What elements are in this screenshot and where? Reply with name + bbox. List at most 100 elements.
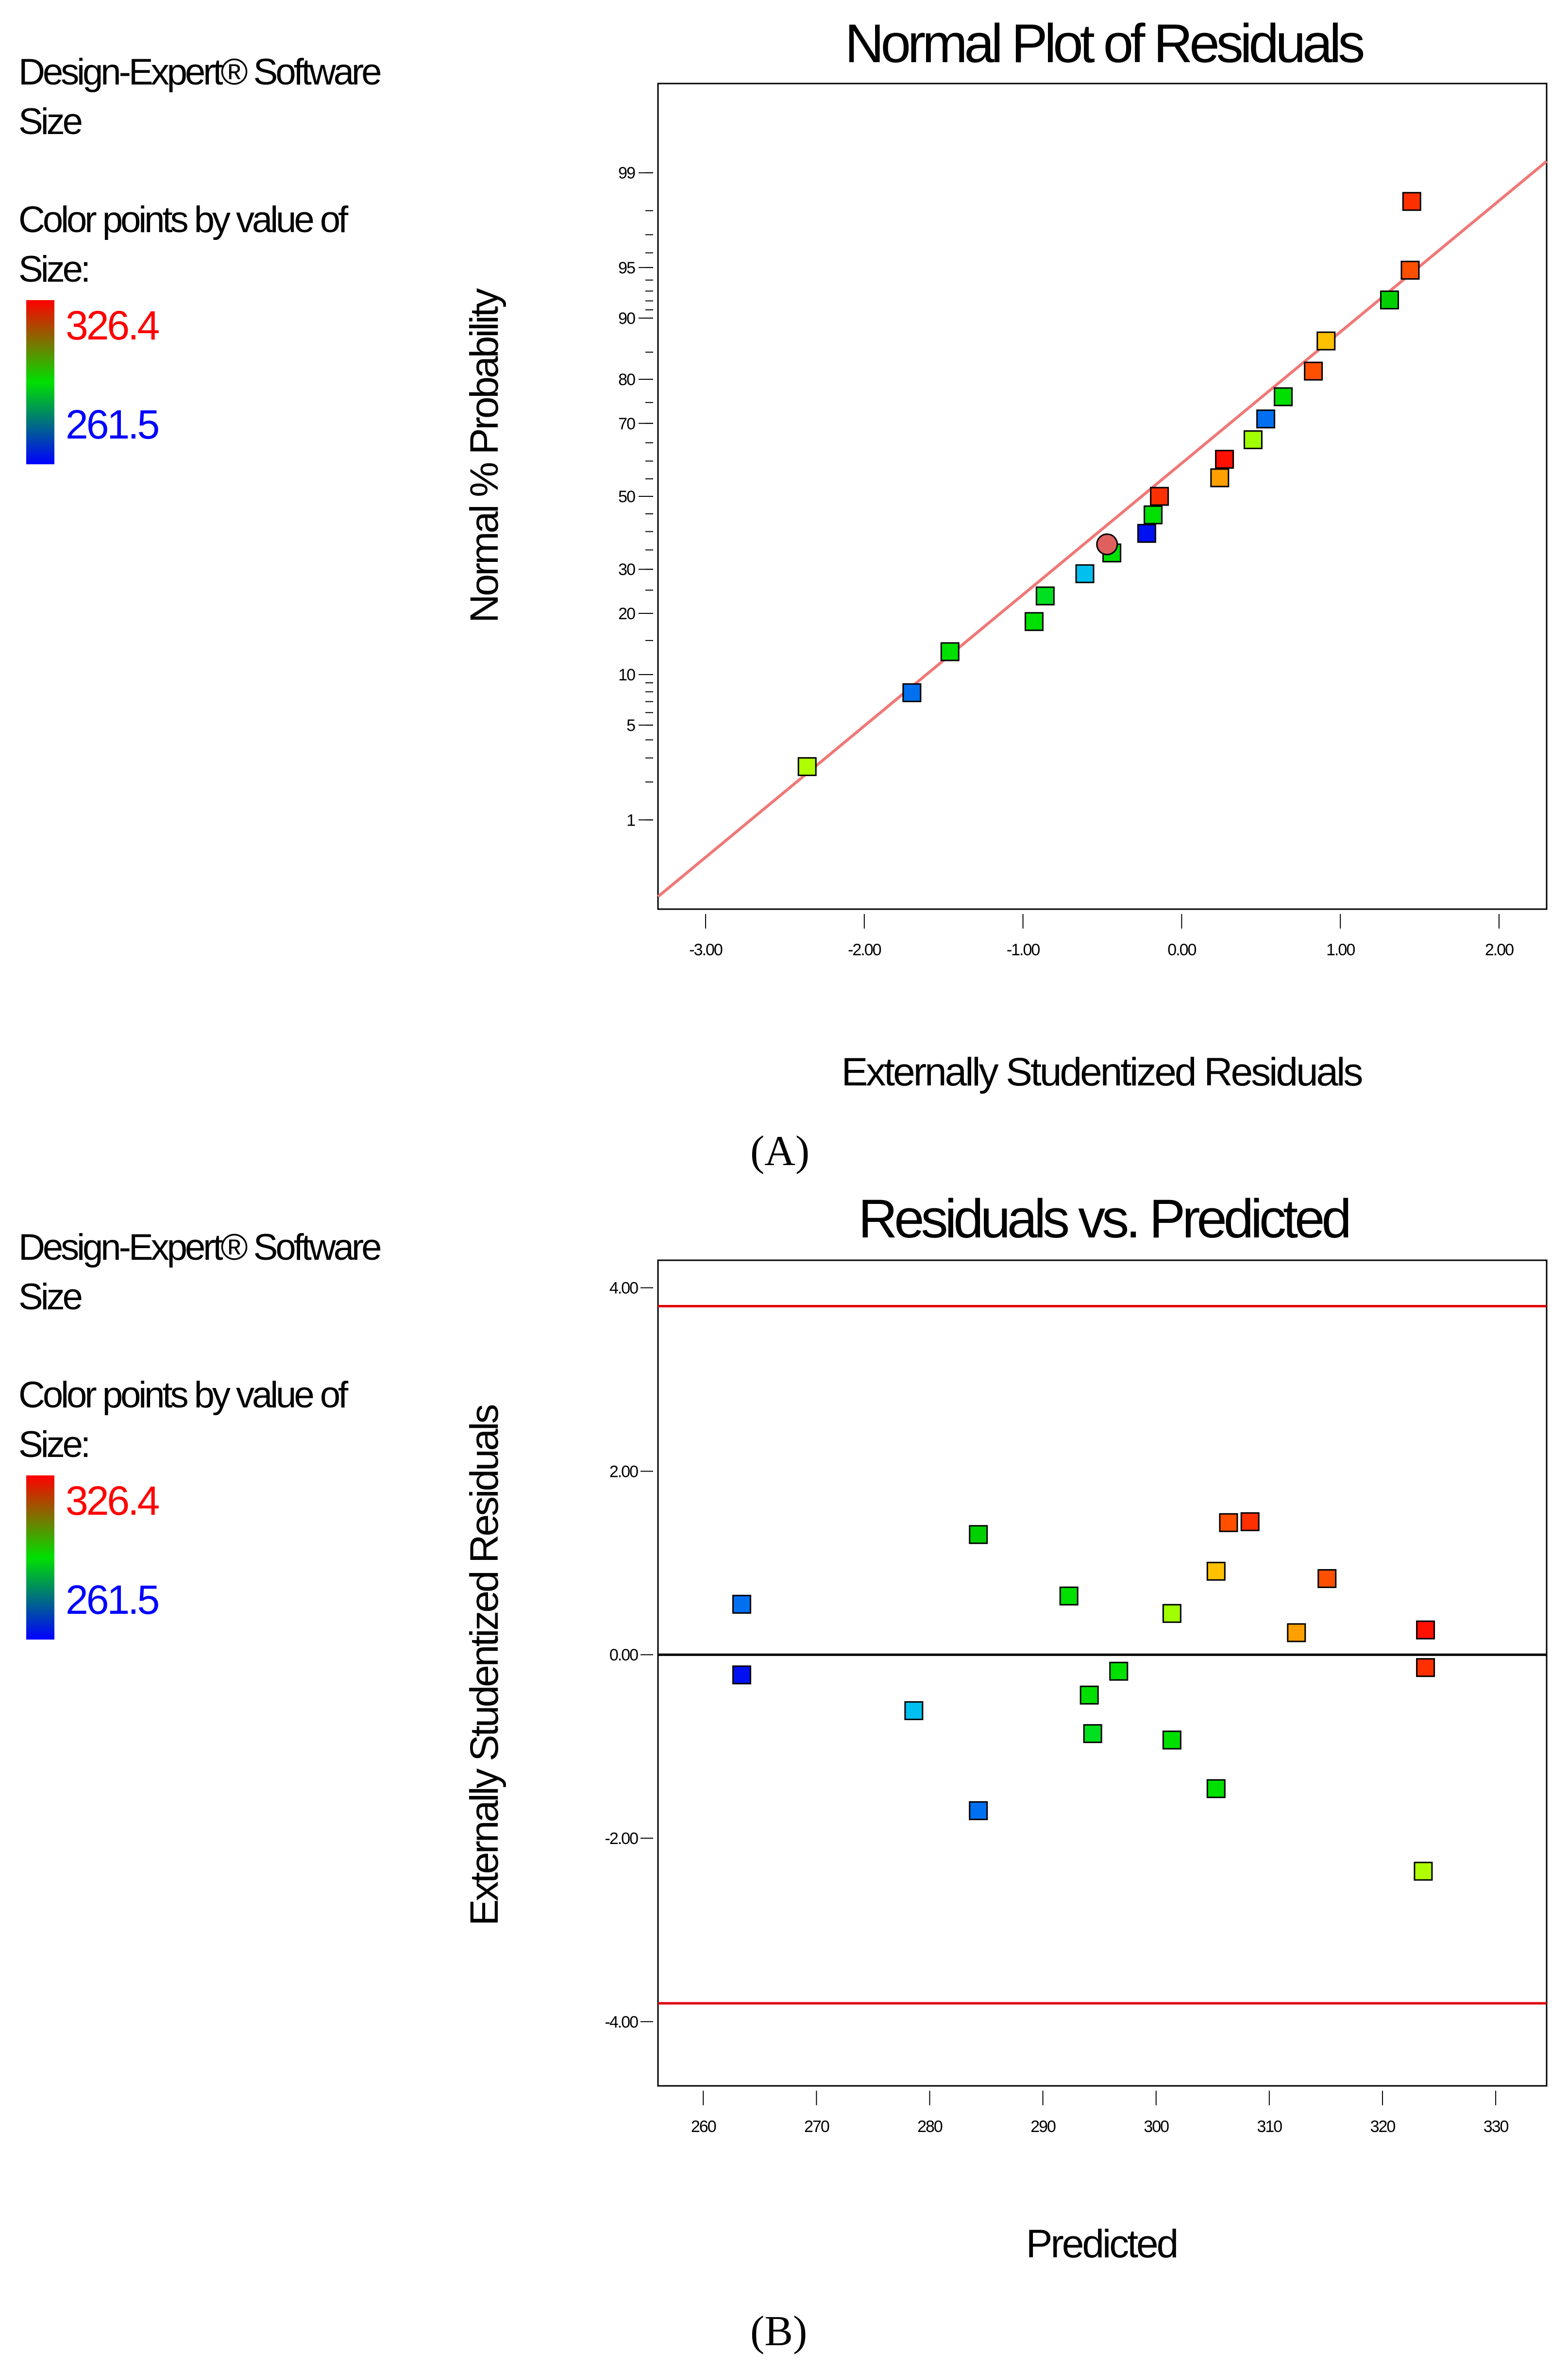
y-axis-label: Normal % Probability xyxy=(462,288,506,623)
data-point xyxy=(1380,290,1399,310)
legend-caption-1: Color points by value of xyxy=(18,1374,348,1416)
data-point xyxy=(1240,1512,1260,1531)
y-tick-label: 20 xyxy=(618,605,635,623)
y-tick-label: 90 xyxy=(618,309,635,328)
x-tick-label: -3.00 xyxy=(689,941,723,959)
legend-caption-2: Size: xyxy=(18,1424,91,1465)
data-point xyxy=(1059,1586,1079,1606)
data-point xyxy=(1079,1685,1099,1705)
x-tick-label: 300 xyxy=(1144,2117,1169,2136)
data-point xyxy=(1162,1604,1181,1623)
data-point xyxy=(797,757,817,777)
x-tick-label: 280 xyxy=(917,2117,943,2136)
x-tick-label: -1.00 xyxy=(1007,941,1040,959)
y-tick-label: 1 xyxy=(626,811,635,829)
data-point xyxy=(1316,331,1336,351)
data-point xyxy=(1400,260,1420,280)
y-axis: 1 5 10 20 30 50 70 80 90 95 99 xyxy=(618,164,653,829)
x-axis: 260 270 280 290 300 310 320 330 xyxy=(691,2091,1510,2136)
color-scale-min: 261.5 xyxy=(66,402,160,447)
data-point xyxy=(940,642,960,661)
legend-caption-2: Size: xyxy=(18,249,91,290)
y-axis-label: Externally Studentized Residuals xyxy=(462,1405,506,1926)
data-point xyxy=(1096,533,1118,556)
x-tick-label: 260 xyxy=(691,2117,716,2136)
y-tick-label: 2.00 xyxy=(609,1462,638,1481)
y-axis: -4.00 -2.00 0.00 2.00 4.00 xyxy=(605,1279,653,2031)
plot-frame xyxy=(657,1259,1548,2087)
data-point xyxy=(1414,1861,1433,1881)
data-point xyxy=(1162,1730,1181,1750)
data-point xyxy=(1317,1569,1337,1588)
data-point xyxy=(1024,612,1044,631)
x-tick-label: -2.00 xyxy=(848,941,881,959)
reference-lines xyxy=(658,1304,1547,2005)
legend: Design-Expert® Software Size Color point… xyxy=(18,1223,455,1470)
data-point xyxy=(1083,1724,1102,1743)
chart-title: Normal Plot of Residuals xyxy=(845,13,1363,74)
legend-response: Size xyxy=(18,1276,83,1318)
data-point xyxy=(732,1594,752,1614)
x-tick-label: 330 xyxy=(1484,2117,1509,2136)
color-scale-min: 261.5 xyxy=(66,1577,160,1623)
y-tick-label: 30 xyxy=(618,560,635,579)
plot-frame xyxy=(657,83,1548,910)
panel-label-a: (A) xyxy=(750,1128,810,1175)
x-tick-label: 310 xyxy=(1257,2117,1282,2136)
data-point xyxy=(969,1525,988,1544)
y-tick-label: 50 xyxy=(618,488,635,506)
data-point xyxy=(1144,505,1163,525)
x-tick-label: 1.00 xyxy=(1326,941,1355,959)
data-point xyxy=(902,683,922,702)
residuals-vs-predicted-chart: Residuals vs. Predicted -4.00 -2.00 0.00 2.… xyxy=(462,1188,1548,2266)
data-point xyxy=(969,1801,988,1820)
y-tick-label: 5 xyxy=(626,716,635,735)
data-points xyxy=(797,192,1421,777)
chart-title: Residuals vs. Predicted xyxy=(858,1188,1349,1249)
y-tick-label: 99 xyxy=(618,164,635,183)
data-point xyxy=(1304,361,1323,381)
y-tick-label: 10 xyxy=(618,666,635,684)
data-point xyxy=(1150,487,1169,506)
data-point xyxy=(1206,1779,1226,1798)
data-points xyxy=(732,1512,1435,1881)
x-tick-label: 290 xyxy=(1030,2117,1056,2136)
data-point xyxy=(1256,409,1276,429)
x-tick-label: 0.00 xyxy=(1167,941,1196,959)
legend-response: Size xyxy=(18,101,83,142)
x-tick-label: 270 xyxy=(804,2117,829,2136)
y-tick-label: 4.00 xyxy=(609,1279,638,1298)
panel-label-b: (B) xyxy=(750,2308,808,2355)
y-tick-label: -2.00 xyxy=(605,1829,639,1848)
y-tick-label: -4.00 xyxy=(605,2013,639,2031)
data-point xyxy=(1109,1661,1129,1681)
color-scale-bar xyxy=(26,1475,54,1640)
y-tick-label: 80 xyxy=(618,371,635,389)
x-axis: -3.00 -2.00 -1.00 0.00 1.00 2.00 xyxy=(689,914,1515,959)
data-point xyxy=(1206,1561,1226,1581)
data-point xyxy=(1215,450,1234,469)
data-point xyxy=(1075,564,1095,583)
data-point xyxy=(1210,468,1230,488)
data-point xyxy=(1416,1620,1435,1640)
y-tick-label: 0.00 xyxy=(609,1646,638,1664)
panel-residuals-vs-predicted: Design-Expert® Software Size Color point… xyxy=(0,1185,1568,2369)
data-point xyxy=(732,1665,752,1685)
data-point xyxy=(1219,1513,1238,1532)
color-scale-max: 326.4 xyxy=(66,1478,160,1523)
y-tick-label: 95 xyxy=(618,259,635,277)
color-scale-bar xyxy=(26,300,54,464)
panel-normal-plot: Design-Expert® Software Size Color point… xyxy=(18,13,1548,1175)
color-scale-max: 326.4 xyxy=(66,303,160,348)
legend-title: Design-Expert® Software xyxy=(18,1227,382,1268)
y-tick-label: 70 xyxy=(618,415,635,433)
data-point xyxy=(1402,192,1421,211)
data-point xyxy=(1035,586,1055,606)
x-axis-label: Externally Studentized Residuals xyxy=(842,1050,1363,1094)
normal-plot-chart: Normal Plot of Residuals 1 5 10 20 30 50 70 80 9… xyxy=(462,13,1548,1094)
x-tick-label: 320 xyxy=(1370,2117,1396,2136)
data-point xyxy=(1274,387,1293,406)
x-axis-label: Predicted xyxy=(1026,2222,1177,2266)
data-point xyxy=(1287,1623,1306,1642)
legend: Design-Expert® Software Size Color point… xyxy=(18,48,455,294)
